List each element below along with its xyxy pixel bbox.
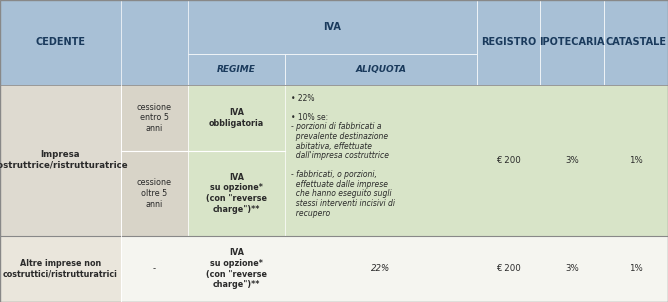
Text: abitativa, effettuate: abitativa, effettuate <box>291 142 371 150</box>
Text: IVA
su opzione*
(con "reverse
charge")**: IVA su opzione* (con "reverse charge")** <box>206 173 267 214</box>
Text: REGIME: REGIME <box>217 65 256 74</box>
Bar <box>0 0 121 85</box>
Text: ALIQUOTA: ALIQUOTA <box>355 65 407 74</box>
Text: - porzioni di fabbricati a: - porzioni di fabbricati a <box>291 122 381 131</box>
Bar <box>121 85 188 151</box>
Text: REGISTRO: REGISTRO <box>481 37 536 47</box>
Text: • 22%: • 22% <box>291 94 314 103</box>
Text: Altre imprese non
costruttici/ristrutturatrici: Altre imprese non costruttici/ristruttur… <box>3 259 118 279</box>
Bar <box>121 151 188 236</box>
Bar <box>477 0 540 85</box>
Bar <box>285 54 477 85</box>
Bar <box>605 0 668 85</box>
Text: cessione
entro 5
anni: cessione entro 5 anni <box>137 103 172 133</box>
Text: dall'impresa costruttrice: dall'impresa costruttrice <box>291 151 389 160</box>
Text: prevalente destinazione: prevalente destinazione <box>291 132 388 141</box>
Bar <box>121 85 668 236</box>
Bar <box>188 54 285 85</box>
Text: recupero: recupero <box>291 209 330 217</box>
Text: 1%: 1% <box>629 264 643 273</box>
Text: stessi interventi incisivi di: stessi interventi incisivi di <box>291 199 395 208</box>
Text: 3%: 3% <box>565 156 579 165</box>
Bar <box>188 0 477 54</box>
Text: che hanno eseguito sugli: che hanno eseguito sugli <box>291 189 391 198</box>
Bar <box>0 0 668 85</box>
Text: effettuate dalle imprese: effettuate dalle imprese <box>291 180 387 189</box>
Bar <box>121 150 285 151</box>
Bar <box>121 236 668 302</box>
Bar <box>0 85 121 236</box>
Text: • 10% se:: • 10% se: <box>291 113 328 122</box>
Text: € 200: € 200 <box>496 156 521 165</box>
Text: CEDENTE: CEDENTE <box>35 37 86 47</box>
Text: 1%: 1% <box>629 156 643 165</box>
Text: Impresa
costruttrice/ristrutturatrice: Impresa costruttrice/ristrutturatrice <box>0 150 128 170</box>
Text: 3%: 3% <box>565 264 579 273</box>
Bar <box>0 236 121 302</box>
Text: - fabbricati, o porzioni,: - fabbricati, o porzioni, <box>291 170 377 179</box>
Text: -: - <box>153 264 156 273</box>
Text: 22%: 22% <box>371 264 391 273</box>
Bar <box>188 151 285 236</box>
Text: IVA
obbligatoria: IVA obbligatoria <box>209 108 265 128</box>
Text: IVA: IVA <box>323 22 341 32</box>
Text: cessione
oltre 5
anni: cessione oltre 5 anni <box>137 178 172 208</box>
Text: CATASTALE: CATASTALE <box>606 37 667 47</box>
Bar <box>188 85 285 151</box>
Text: € 200: € 200 <box>496 264 521 273</box>
Text: IPOTECARIA: IPOTECARIA <box>540 37 605 47</box>
Text: IVA
su opzione*
(con "reverse
charge")**: IVA su opzione* (con "reverse charge")** <box>206 248 267 289</box>
Bar <box>540 0 605 85</box>
